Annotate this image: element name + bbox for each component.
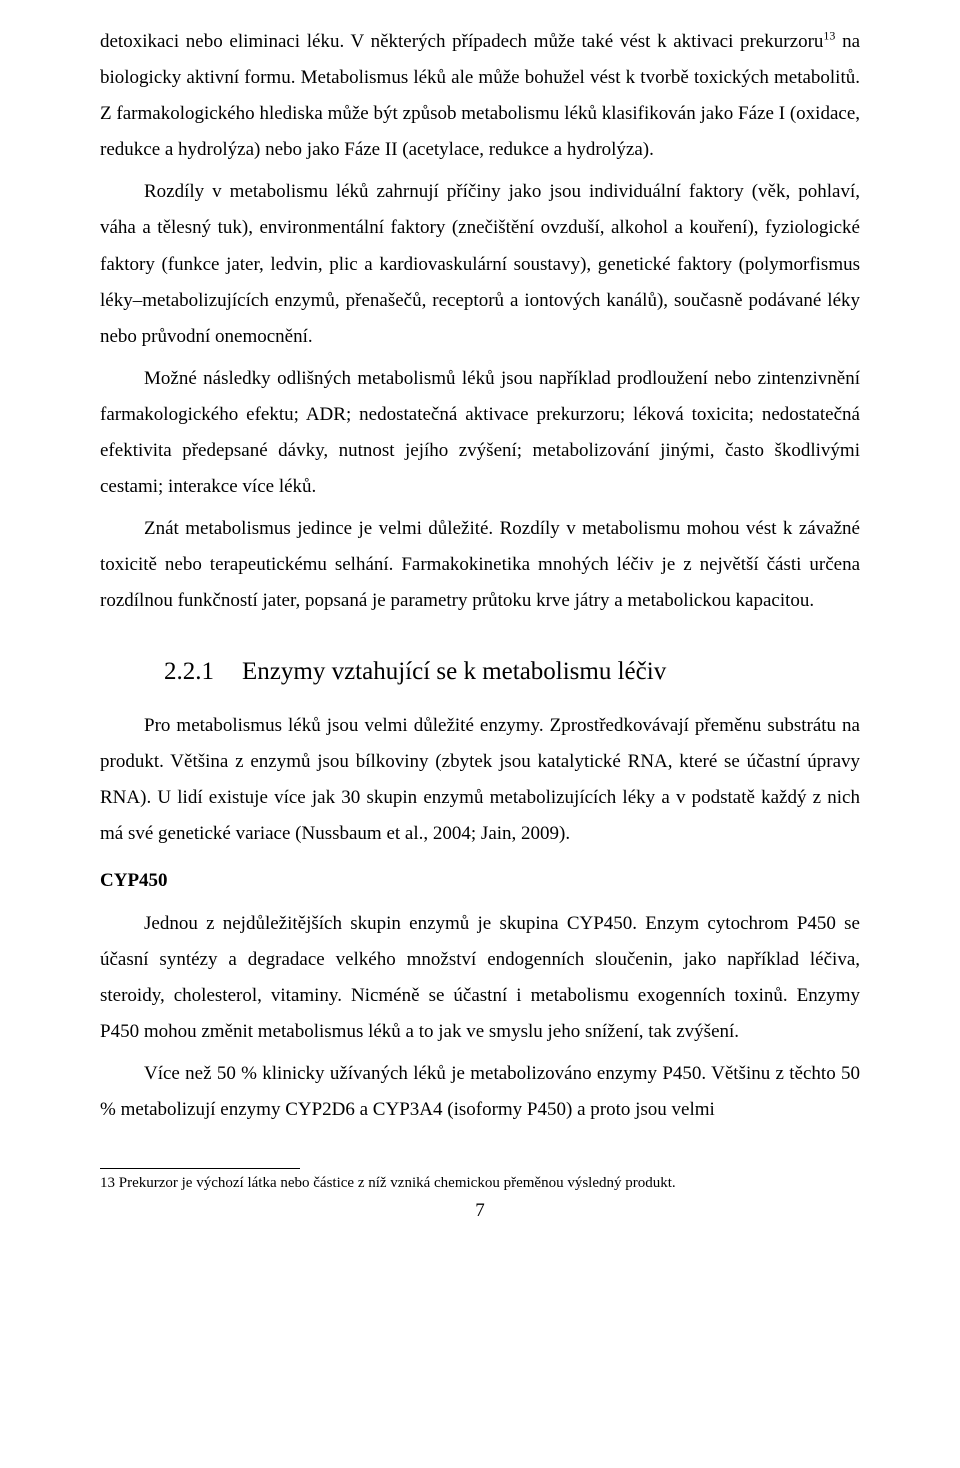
s2-p1-text: Pro metabolismus léků jsou velmi důležit… (100, 715, 860, 844)
cyp450-label: CYP450 (100, 870, 168, 891)
section2-paragraph-2: Jednou z nejdůležitějších skupin enzymů … (100, 906, 860, 1050)
paragraph-1: detoxikaci nebo eliminaci léku. V někter… (100, 24, 860, 168)
p3-text: Možné následky odlišných metabolismů lék… (100, 368, 860, 497)
heading-number: 2.2.1 (164, 658, 214, 686)
paragraph-3: Možné následky odlišných metabolismů lék… (100, 361, 860, 505)
footnote-text: Prekurzor je výchozí látka nebo částice … (115, 1175, 676, 1191)
p2-text: Rozdíly v metabolismu léků zahrnují příč… (100, 181, 860, 346)
footnote-ref-13: 13 (823, 29, 835, 43)
paragraph-4: Znát metabolismus jedince je velmi důlež… (100, 511, 860, 619)
footnote-number: 13 (100, 1175, 115, 1191)
section2-paragraph-3: Více než 50 % klinicky užívaných léků je… (100, 1056, 860, 1128)
s2-p2-text: Jednou z nejdůležitějších skupin enzymů … (100, 913, 860, 1042)
page-number-value: 7 (475, 1200, 485, 1221)
heading-title: Enzymy vztahující se k metabolismu léčiv (242, 658, 666, 686)
page-number: 7 (100, 1200, 860, 1222)
section-heading-2-2-1: 2.2.1 Enzymy vztahující se k metabolismu… (164, 658, 860, 686)
section2-paragraph-1: Pro metabolismus léků jsou velmi důležit… (100, 708, 860, 852)
s2-p3-text: Více než 50 % klinicky užívaných léků je… (100, 1063, 860, 1120)
p1-text-a: detoxikaci nebo eliminaci léku. V někter… (100, 31, 823, 52)
footnote-separator (100, 1168, 300, 1169)
paragraph-2: Rozdíly v metabolismu léků zahrnují příč… (100, 174, 860, 354)
p4-text: Znát metabolismus jedince je velmi důlež… (100, 518, 860, 611)
footnote-13: 13 Prekurzor je výchozí látka nebo části… (100, 1173, 860, 1194)
cyp450-heading: CYP450 (100, 870, 860, 892)
